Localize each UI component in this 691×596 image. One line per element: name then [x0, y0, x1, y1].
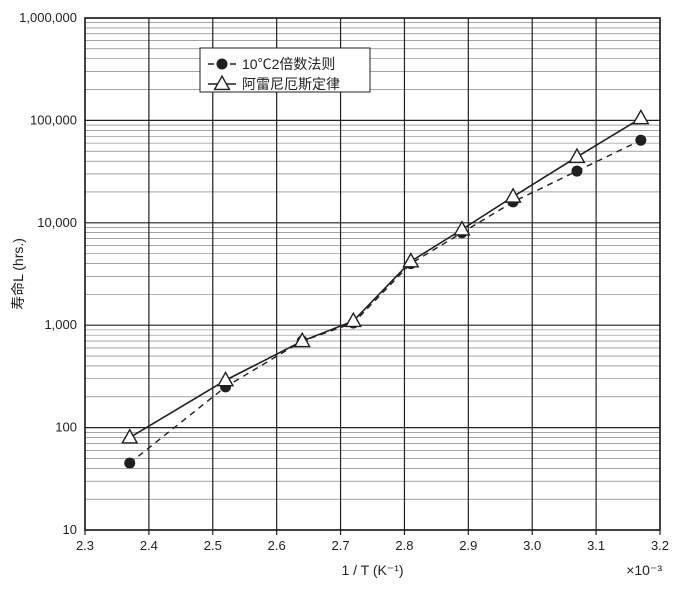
- legend-label-arrhenius: 阿雷尼厄斯定律: [242, 76, 340, 92]
- x-tick-label: 3.0: [523, 538, 541, 553]
- y-tick-label: 1,000,000: [19, 10, 77, 25]
- x-tick-label: 2.4: [140, 538, 158, 553]
- y-tick-label: 100: [55, 420, 77, 435]
- x-tick-label: 2.7: [332, 538, 350, 553]
- y-axis-title: 寿命L (hrs.): [10, 238, 26, 310]
- x-tick-label: 2.9: [459, 538, 477, 553]
- y-tick-label: 10,000: [37, 215, 77, 230]
- x-axis-scale-annotation: ×10⁻³: [626, 562, 662, 578]
- x-tick-label: 2.6: [268, 538, 286, 553]
- lifetime-chart: 10 100 1,000 10,000 100,000 1,000,000 2.3 2.4 2.…: [0, 0, 691, 596]
- x-tick-label: 3.1: [587, 538, 605, 553]
- x-axis-title: 1 / T (K⁻¹): [341, 562, 403, 578]
- y-tick-label: 1,000: [44, 317, 77, 332]
- chart-container: 10 100 1,000 10,000 100,000 1,000,000 2.3 2.4 2.…: [0, 0, 691, 596]
- y-tick-label: 100,000: [30, 112, 77, 127]
- legend-label-ten_deg_rule: 10℃2倍数法则: [242, 56, 335, 72]
- x-tick-label: 2.8: [395, 538, 413, 553]
- x-tick-label: 3.2: [651, 538, 669, 553]
- x-tick-label: 2.5: [204, 538, 222, 553]
- y-tick-label: 10: [63, 522, 77, 537]
- x-tick-label: 2.3: [76, 538, 94, 553]
